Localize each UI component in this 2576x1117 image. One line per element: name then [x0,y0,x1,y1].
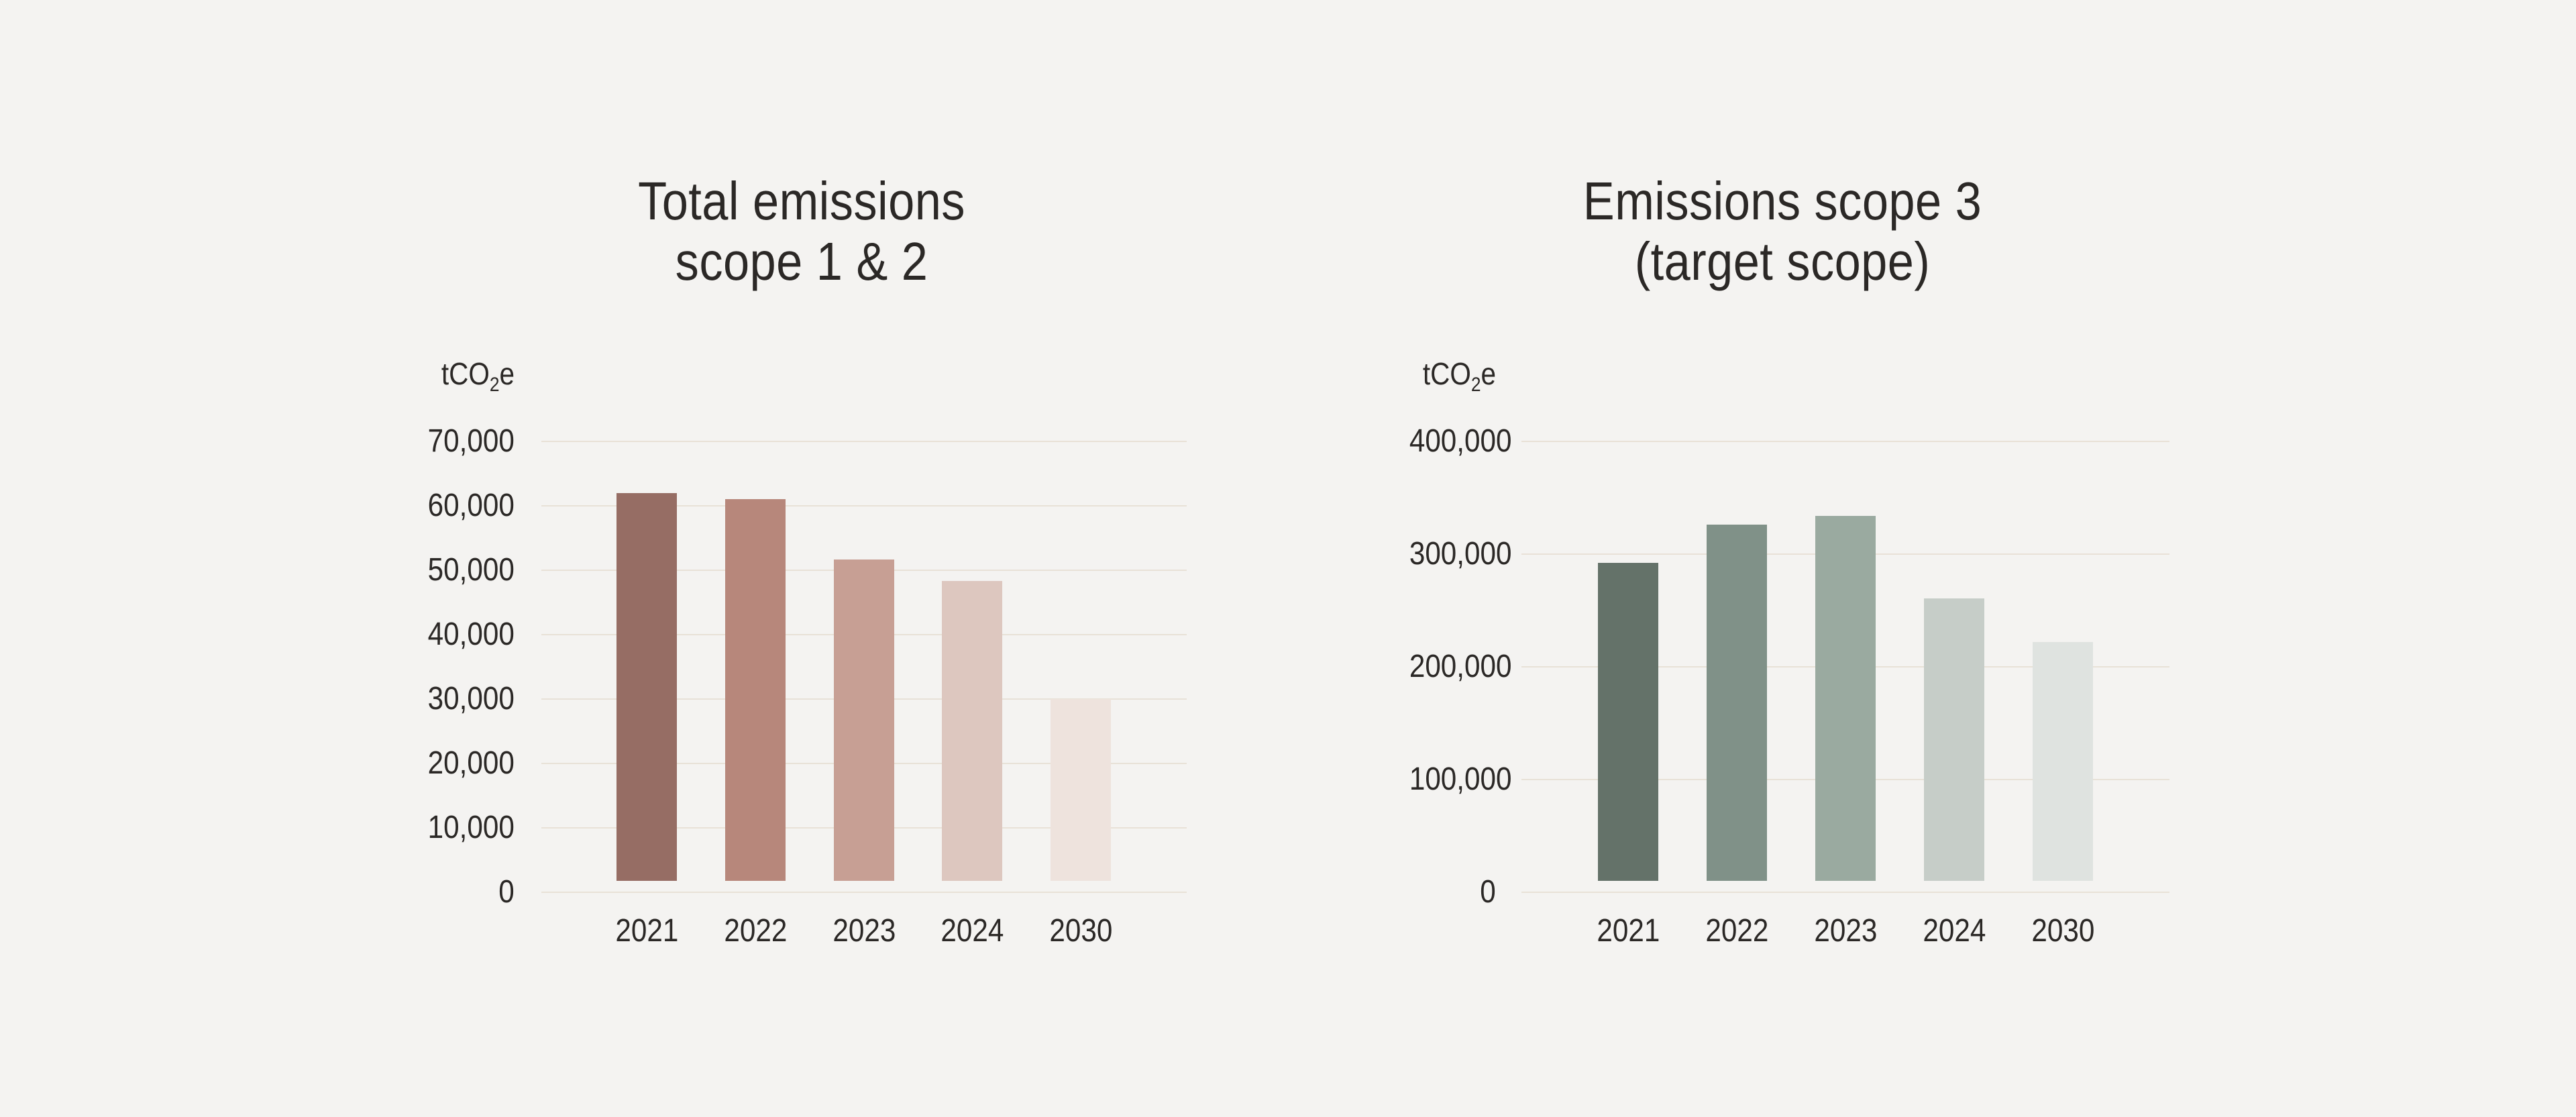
chart-title-line-1: Total emissions [638,171,965,231]
y-tick-label-30,000: 30,000 [427,681,515,716]
x-category-label-2021: 2021 [615,913,678,949]
gridline-70,000 [541,441,1187,442]
gridline-400,000 [1521,441,2169,442]
y-tick-label-0: 0 [498,874,515,910]
bar-2024 [1924,598,1984,881]
bar-2030 [1051,699,1111,881]
y-tick-label-300,000: 300,000 [1409,536,1512,572]
chart-scope-1-2: Total emissions scope 1 & 2 tCO2e 0 10,00… [416,161,1187,1033]
chart-title-line-2: scope 1 & 2 [675,231,928,291]
y-tick-label-200,000: 200,000 [1409,649,1512,684]
gridline-0 [541,892,1187,893]
bar-2021 [616,492,677,881]
x-category-label-2022: 2022 [1705,913,1768,949]
x-category-label-2023: 2023 [833,913,896,949]
chart-title-line-1: Emissions scope 3 [1582,171,1982,231]
y-tick-label-400,000: 400,000 [1409,423,1512,459]
unit-subscript: 2 [489,374,500,396]
y-tick-label-10,000: 10,000 [427,810,515,845]
bar-2024 [942,581,1002,881]
bar-2022 [1707,525,1767,881]
unit-subscript: 2 [1470,374,1481,396]
bar-2023 [834,559,894,881]
x-category-label-2030: 2030 [1049,913,1112,949]
x-category-label-2023: 2023 [1814,913,1877,949]
y-tick-label-50,000: 50,000 [427,552,515,588]
y-tick-label-20,000: 20,000 [427,745,515,781]
x-category-label-2024: 2024 [941,913,1004,949]
x-category-label-2024: 2024 [1923,913,1986,949]
x-category-label-2021: 2021 [1597,913,1660,949]
chart-title-line-2: (target scope) [1634,231,1931,291]
chart-title: Total emissions scope 1 & 2 [416,171,1187,292]
bar-2030 [2033,642,2093,881]
y-tick-label-100,000: 100,000 [1409,761,1512,797]
gridline-60,000 [541,505,1187,507]
y-tick-label-0: 0 [1480,874,1496,910]
x-category-label-2022: 2022 [724,913,787,949]
y-tick-label-40,000: 40,000 [427,617,515,652]
y-tick-label-60,000: 60,000 [427,488,515,523]
bar-2022 [725,499,786,881]
y-axis-unit-label: tCO2e [441,356,515,396]
y-tick-label-70,000: 70,000 [427,423,515,459]
x-category-label-2030: 2030 [2031,913,2094,949]
bar-2021 [1598,563,1658,881]
y-axis-unit-label: tCO2e [1422,356,1496,396]
bar-2023 [1815,515,1876,881]
chart-title: Emissions scope 3 (target scope) [1395,171,2169,292]
chart-scope-3: Emissions scope 3 (target scope) tCO2e 0… [1395,161,2169,1033]
gridline-0 [1521,892,2169,893]
